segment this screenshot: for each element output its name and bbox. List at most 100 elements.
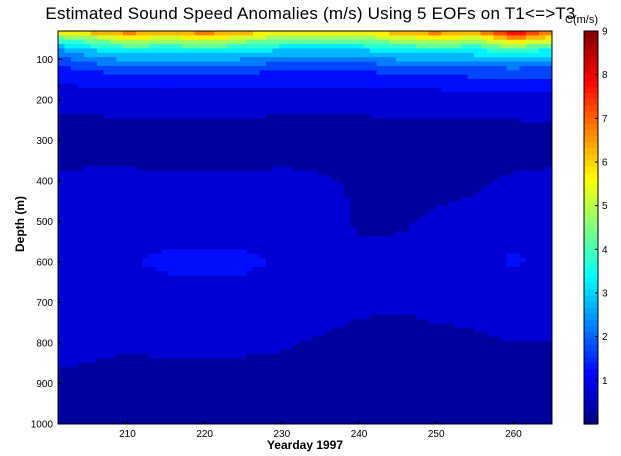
heatmap-cell [350,284,358,290]
heatmap-cell [240,297,248,303]
heatmap-cell [136,214,144,220]
heatmap-cell [344,240,352,246]
heatmap-cell [311,201,319,207]
heatmap-cell [331,118,339,124]
heatmap-cell [402,231,410,237]
heatmap-cell [461,135,469,141]
heatmap-cell [233,188,241,194]
heatmap-cell [227,218,235,224]
heatmap-cell [532,113,540,119]
heatmap-cell [71,266,79,272]
heatmap-cell [324,266,332,272]
heatmap-cell [461,301,469,307]
heatmap-cell [181,61,189,67]
heatmap-cell [292,196,300,202]
heatmap-cell [136,227,144,233]
heatmap-cell [116,135,124,141]
heatmap-cell [454,271,462,277]
heatmap-cell [474,249,482,255]
heatmap-cell [292,153,300,159]
heatmap-cell [246,105,254,111]
heatmap-cell [539,135,547,141]
heatmap-cell [396,310,404,316]
heatmap-cell [97,244,105,250]
heatmap-cell [201,310,209,316]
heatmap-cell [422,288,430,294]
heatmap-cell [240,140,248,146]
heatmap-cell [539,284,547,290]
heatmap-cell [500,271,508,277]
heatmap-cell [487,179,495,185]
heatmap-cell [201,127,209,133]
heatmap-cell [214,288,222,294]
heatmap-cell [448,183,456,189]
heatmap-cell [337,65,345,71]
heatmap-cell [279,231,287,237]
heatmap-cell [266,306,274,312]
heatmap-cell [110,127,118,133]
heatmap-cell [396,192,404,198]
heatmap-cell [136,48,144,54]
heatmap-cell [357,87,365,93]
heatmap-cell [337,118,345,124]
heatmap-cell [370,205,378,211]
heatmap-cell [129,140,137,146]
heatmap-cell [389,74,397,80]
heatmap-cell [370,48,378,54]
heatmap-cell [370,314,378,320]
heatmap-cell [136,240,144,246]
heatmap-cell [487,271,495,277]
heatmap-cell [285,279,293,285]
heatmap-cell [305,135,313,141]
heatmap-cell [402,127,410,133]
heatmap-cell [331,253,339,259]
heatmap-cell [383,253,391,259]
heatmap-cell [188,57,196,63]
heatmap-cell [409,70,417,76]
heatmap-cell [415,96,423,102]
heatmap-cell [194,148,202,154]
heatmap-cell [162,205,170,211]
heatmap-cell [123,57,131,63]
heatmap-cell [422,227,430,233]
heatmap-cell [383,297,391,303]
heatmap-cell [363,262,371,268]
heatmap-cell [129,266,137,272]
heatmap-cell [71,301,79,307]
heatmap-cell [84,188,92,194]
heatmap-cell [454,44,462,50]
heatmap-cell [279,153,287,159]
heatmap-cell [149,105,157,111]
heatmap-cell [428,170,436,176]
heatmap-cell [493,288,501,294]
heatmap-cell [376,218,384,224]
heatmap-cell [318,306,326,312]
heatmap-cell [84,83,92,89]
heatmap-cell [493,105,501,111]
heatmap-cell [513,79,521,84]
heatmap-cell [513,74,521,80]
heatmap-cell [103,65,111,71]
heatmap-cell [90,157,98,163]
heatmap-cell [493,148,501,154]
heatmap-cell [298,192,306,198]
heatmap-cell [162,31,170,36]
heatmap-cell [487,44,495,50]
heatmap-cell [409,288,417,294]
heatmap-cell [324,258,332,264]
heatmap-cell [194,79,202,84]
heatmap-cell [188,87,196,93]
heatmap-cell [162,223,170,229]
heatmap-cell [266,223,274,229]
heatmap-cell [266,236,274,242]
heatmap-cell [311,118,319,124]
heatmap-cell [487,170,495,176]
heatmap-cell [402,44,410,50]
heatmap-cell [389,148,397,154]
heatmap-cell [194,135,202,141]
heatmap-cell [246,262,254,268]
heatmap-cell [71,74,79,80]
heatmap-cell [422,240,430,246]
heatmap-cell [285,100,293,106]
heatmap-cell [149,153,157,159]
